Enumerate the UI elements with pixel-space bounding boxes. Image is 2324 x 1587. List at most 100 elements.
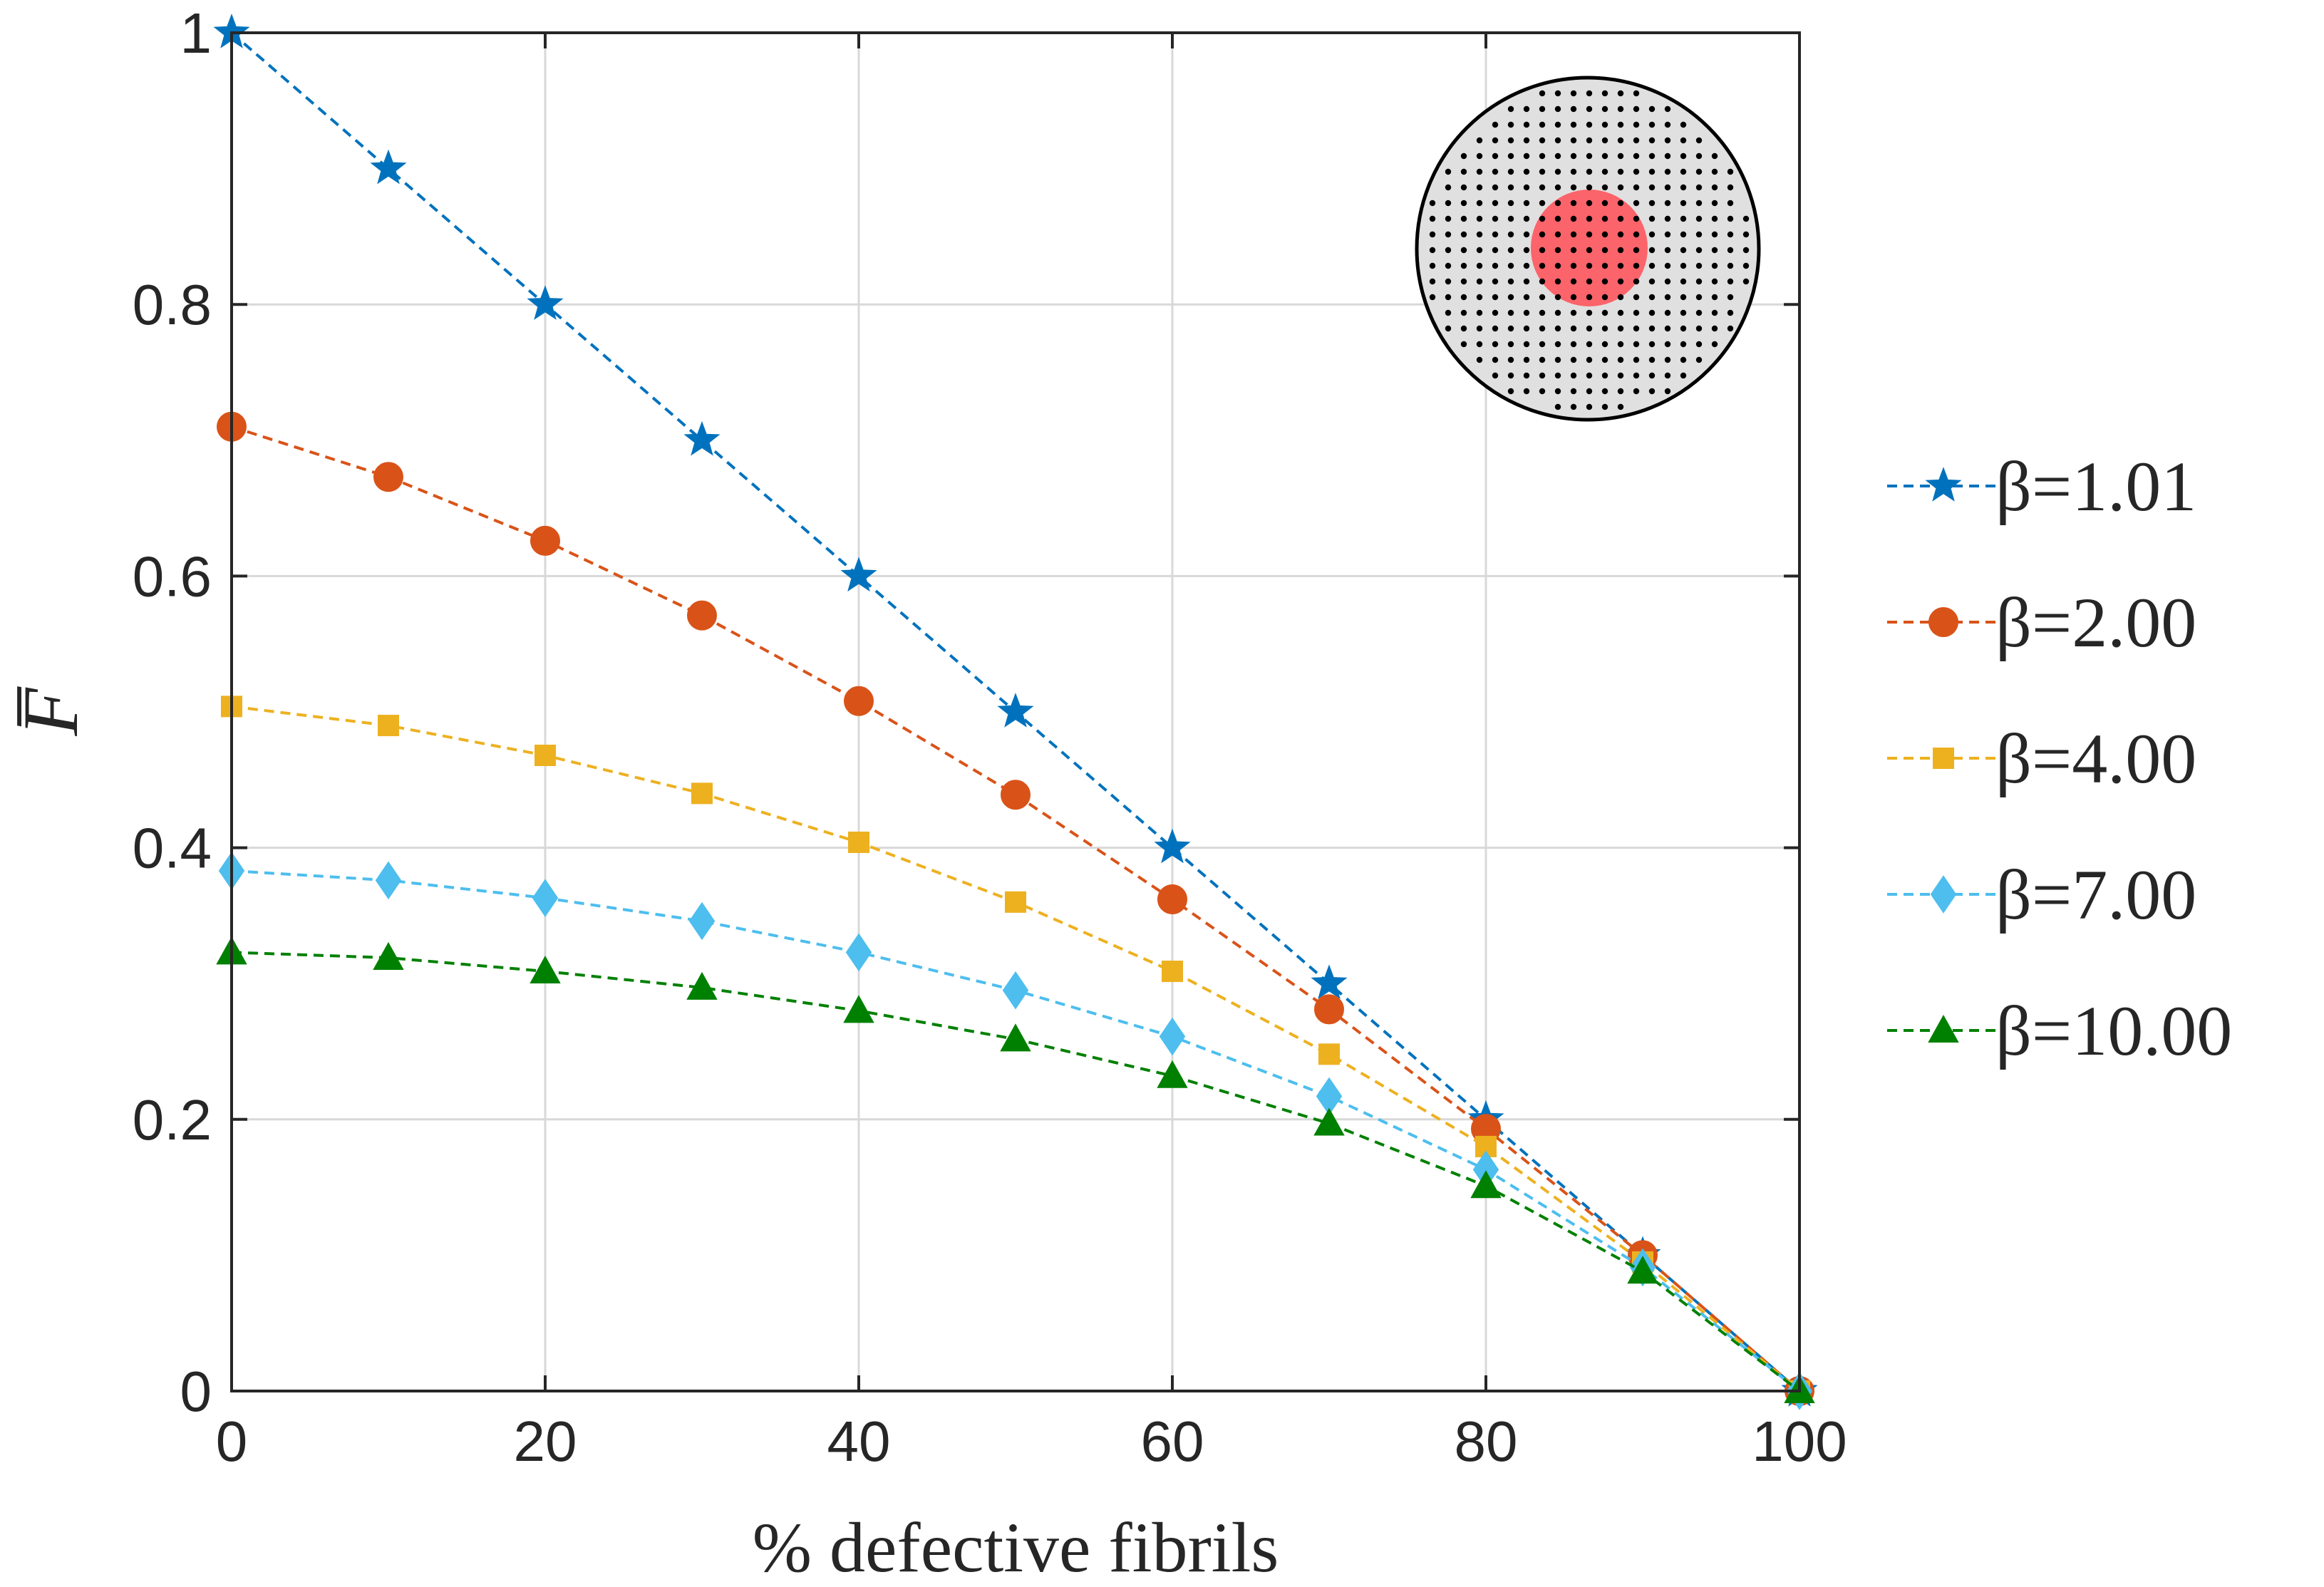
inset-fibril-dot	[1507, 294, 1514, 301]
inset-fibril-dot	[1617, 341, 1624, 348]
inset-fibril-dot	[1711, 309, 1718, 316]
inset-fibril-dot	[1445, 184, 1452, 191]
x-axis-title: % defective fibrils	[753, 1508, 1279, 1587]
inset-fibril-dot	[1539, 153, 1546, 160]
inset-fibril-dot	[1492, 215, 1499, 222]
inset-fibril-dot	[1633, 262, 1640, 269]
inset-fibril-dot	[1507, 200, 1514, 207]
inset-fibril-dot	[1617, 388, 1624, 395]
inset-fibril-dot	[1648, 247, 1656, 254]
inset-fibril-dot	[1554, 184, 1561, 191]
inset-fibril-dot	[1695, 168, 1703, 175]
inset-fibril-dot	[1539, 247, 1546, 254]
inset-fibril-dot	[1445, 231, 1452, 238]
y-tick-label: 0	[180, 1360, 212, 1423]
inset-fibril-dot	[1554, 90, 1561, 97]
inset-fibril-dot	[1617, 247, 1624, 254]
data-point-circle	[1314, 994, 1344, 1025]
inset-fibril-dot	[1680, 137, 1687, 144]
data-point-triangle	[686, 971, 718, 1000]
inset-fibril-dot	[1648, 278, 1656, 285]
data-point-square	[848, 831, 869, 853]
inset-fibril-dot	[1711, 262, 1718, 269]
data-point-triangle	[1627, 1256, 1658, 1284]
inset-fibril-dot	[1492, 184, 1499, 191]
inset-fibril-dot	[1727, 231, 1734, 238]
legend-marker-square	[1933, 748, 1954, 769]
inset-fibril-dot	[1492, 262, 1499, 269]
inset-fibril-dot	[1539, 121, 1546, 128]
inset-fibril-dot	[1727, 168, 1734, 175]
inset-fibril-dot	[1601, 105, 1608, 113]
inset-fibril-dot	[1633, 137, 1640, 144]
inset-fibril-dot	[1617, 121, 1624, 128]
data-point-star	[997, 693, 1034, 728]
legend-entry-5: β=10.00	[1887, 991, 2232, 1070]
inset-fibril-dot	[1476, 231, 1483, 238]
inset-fibril-dot	[1476, 184, 1483, 191]
inset-fibril-dot	[1695, 356, 1703, 363]
data-point-triangle	[1470, 1170, 1502, 1199]
inset-fibril-dot	[1664, 341, 1671, 348]
data-point-circle	[373, 462, 403, 492]
data-point-triangle	[373, 941, 404, 970]
inset-fibril-dot	[1680, 168, 1687, 175]
inset-fibril-dot	[1539, 356, 1546, 363]
inset-fibril-dot	[1507, 168, 1514, 175]
inset-fibril-dot	[1429, 200, 1436, 207]
inset-fibril-dot	[1554, 372, 1561, 379]
inset-fibril-dot	[1586, 388, 1593, 395]
inset-fibril-dot	[1695, 215, 1703, 222]
inset-fibril-dot	[1523, 184, 1530, 191]
inset-fibril-dot	[1492, 309, 1499, 316]
inset-fibril-dot	[1554, 325, 1561, 332]
inset-fibril-dot	[1492, 356, 1499, 363]
inset-fibril-dot	[1586, 121, 1593, 128]
inset-fibril-dot	[1601, 294, 1608, 301]
inset-fibril-dot	[1523, 105, 1530, 113]
inset-fibril-dot	[1429, 294, 1436, 301]
x-tick-label: 40	[827, 1410, 891, 1473]
inset-fibril-dot	[1711, 325, 1718, 332]
inset-fibril-dot	[1617, 372, 1624, 379]
inset-fibril-dot	[1539, 262, 1546, 269]
inset-fibril-dot	[1664, 325, 1671, 332]
inset-fibril-dot	[1586, 325, 1593, 332]
inset-fibril-dot	[1554, 105, 1561, 113]
inset-fibril-dot	[1711, 247, 1718, 254]
x-tick-label: 100	[1752, 1410, 1847, 1473]
legend-marker-circle	[1928, 607, 1958, 637]
inset-fibril-dot	[1445, 278, 1452, 285]
inset-fibril-dot	[1554, 121, 1561, 128]
inset-fibril-dot	[1445, 309, 1452, 316]
inset-fibril-dot	[1727, 325, 1734, 332]
inset-fibril-dot	[1507, 341, 1514, 348]
inset-fibril-dot	[1633, 309, 1640, 316]
inset-fibril-dot	[1680, 325, 1687, 332]
inset-fibril-dot	[1648, 231, 1656, 238]
inset-fibril-dot	[1523, 262, 1530, 269]
inset-fibril-dot	[1648, 309, 1656, 316]
inset-fibril-dot	[1601, 231, 1608, 238]
inset-fibril-dot	[1554, 356, 1561, 363]
data-point-star	[370, 149, 407, 185]
inset-fibril-dot	[1617, 168, 1624, 175]
inset-fibril-dot	[1586, 200, 1593, 207]
inset-fibril-dot	[1601, 262, 1608, 269]
data-point-square	[1005, 891, 1026, 913]
inset-fibril-dot	[1476, 356, 1483, 363]
inset-fibril-dot	[1601, 341, 1608, 348]
inset-fibril-dot	[1429, 278, 1436, 285]
inset-fibril-dot	[1664, 294, 1671, 301]
inset-fibril-dot	[1570, 403, 1577, 410]
inset-fibril-dot	[1711, 184, 1718, 191]
inset-fibril-dot	[1633, 215, 1640, 222]
inset-fibril-dot	[1664, 372, 1671, 379]
inset-fibril-dot	[1617, 262, 1624, 269]
series-line	[231, 951, 1801, 1392]
inset-fibril-dot	[1492, 294, 1499, 301]
inset-fibril-dot	[1492, 153, 1499, 160]
inset-fibril-dot	[1633, 231, 1640, 238]
inset-fibril-dot	[1507, 105, 1514, 113]
inset-fibril-dot	[1554, 294, 1561, 301]
